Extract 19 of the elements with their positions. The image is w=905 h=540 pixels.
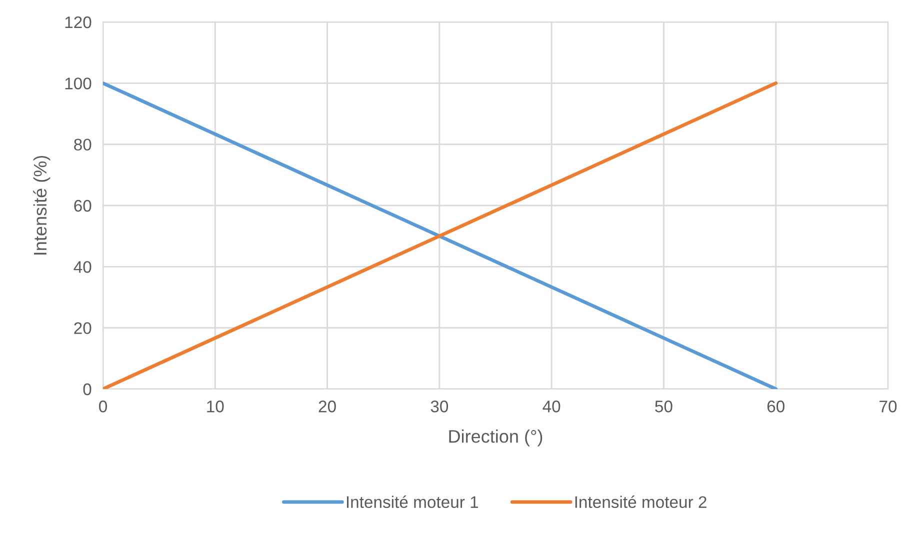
x-axis-title: Direction (°) (449, 430, 542, 446)
legend-label: Intensité moteur 2 (575, 496, 706, 508)
y-tick-label: 120 (65, 16, 92, 28)
y-tick-label: 40 (74, 261, 92, 273)
x-tick-label: 30 (430, 400, 448, 412)
x-tick-label: 20 (318, 400, 336, 412)
y-axis-title: Intensité (%) (33, 156, 50, 255)
x-tick-label: 50 (655, 400, 672, 412)
y-tick-label: 80 (74, 138, 92, 151)
x-tick-label: 70 (880, 400, 897, 412)
x-tick-label: 60 (767, 400, 784, 412)
x-tick-label: 40 (542, 400, 560, 412)
y-tick-label: 0 (83, 383, 92, 396)
y-tick-label: 20 (74, 322, 92, 334)
y-tick-label: 100 (65, 78, 92, 90)
legend-label: Intensité moteur 1 (346, 496, 478, 508)
x-tick-label: 0 (99, 400, 107, 412)
y-tick-label: 60 (74, 200, 92, 212)
x-tick-label: 10 (207, 400, 224, 412)
